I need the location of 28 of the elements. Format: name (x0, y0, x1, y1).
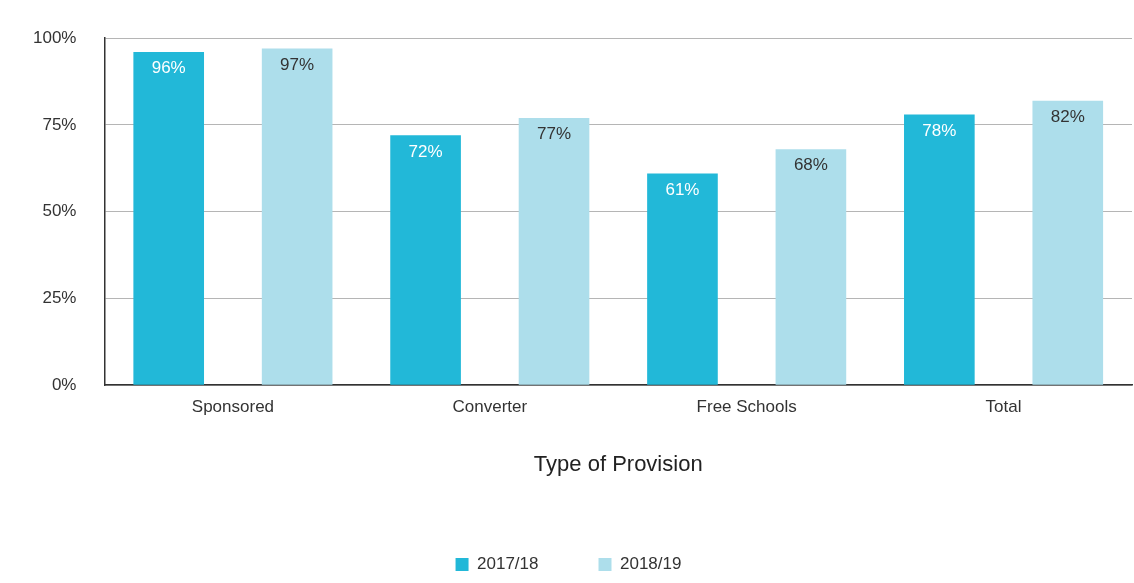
y-tick-label: 50% (42, 201, 77, 221)
data-label: 82% (1050, 106, 1085, 126)
bar (904, 114, 975, 385)
bar (261, 48, 333, 385)
x-axis-title: Type of Provision (533, 450, 703, 476)
data-label: 78% (922, 120, 957, 140)
bar (775, 149, 847, 385)
data-label: 72% (408, 141, 443, 161)
bar (1032, 100, 1104, 385)
bar (518, 118, 590, 385)
data-label: 96% (151, 58, 186, 78)
y-tick-label: 25% (42, 288, 77, 308)
y-tick-label: 0% (51, 374, 77, 394)
data-label: 61% (665, 179, 700, 199)
data-label: 97% (280, 54, 315, 74)
legend-label: 2017/18 (477, 554, 539, 574)
bar (647, 173, 718, 385)
legend-label: 2018/19 (620, 554, 682, 574)
data-label: 68% (793, 155, 828, 175)
data-label: 77% (537, 124, 572, 144)
x-tick-label: Free Schools (696, 397, 797, 417)
bar (133, 52, 205, 385)
x-tick-label: Total (985, 397, 1022, 417)
x-tick-label: Sponsored (191, 397, 275, 417)
y-tick-label: 100% (33, 27, 77, 47)
bar (390, 135, 461, 385)
y-tick-label: 75% (42, 114, 77, 134)
x-tick-label: Converter (452, 397, 528, 417)
